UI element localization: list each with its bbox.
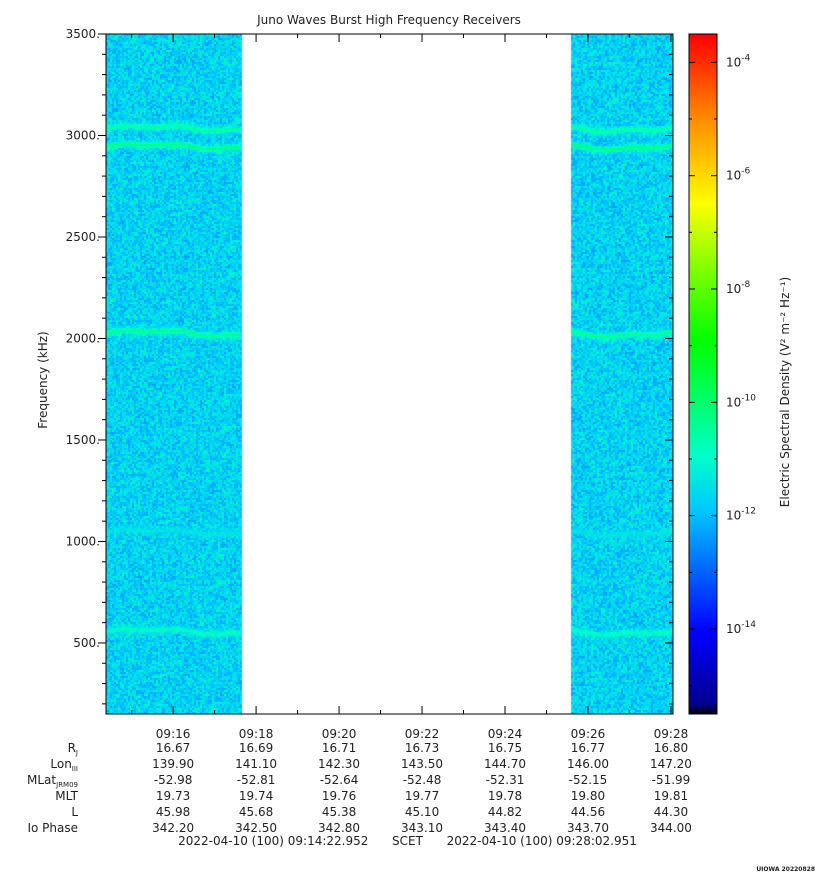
ephemeris-row: MLatJRM09 -52.98 -52.81 -52.64 -52.48 -52.31 -… xyxy=(0,773,815,789)
ephemeris-value: 142.30 xyxy=(318,757,361,771)
y-tick-label: 500. xyxy=(73,636,100,650)
x-tick-label: 09:16 xyxy=(156,727,191,741)
x-tick-label: 09:28 xyxy=(654,727,689,741)
ephemeris-value: 16.73 xyxy=(404,741,440,755)
ephemeris-value: 16.71 xyxy=(321,741,357,755)
ephemeris-value: 19.77 xyxy=(404,789,440,803)
x-tick-label: 09:24 xyxy=(488,727,523,741)
ephemeris-value: 344.00 xyxy=(649,821,692,835)
ephemeris-row-label: LonIII xyxy=(50,757,78,773)
ephemeris-row-label: MLatJRM09 xyxy=(27,773,78,789)
ephemeris-value: 19.78 xyxy=(487,789,523,803)
ephemeris-value: 19.76 xyxy=(321,789,357,803)
colorbar-tick-label: 10-4 xyxy=(726,53,751,69)
ephemeris-value: 19.80 xyxy=(570,789,606,803)
ephemeris-row: Io Phase 342.20 342.50 342.80 343.10 343.40 34… xyxy=(0,821,815,837)
ephemeris-value: -52.81 xyxy=(236,773,276,787)
ephemeris-value: 343.40 xyxy=(484,821,526,835)
x-tick-label: 09:26 xyxy=(571,727,606,741)
ephemeris-value: 45.38 xyxy=(321,805,357,819)
colorbar-label: Electric Spectral Density (V² m⁻² Hz⁻¹) xyxy=(778,277,792,507)
colorbar-tick-label: 10-14 xyxy=(726,620,756,636)
ephemeris-value: -52.15 xyxy=(568,773,608,787)
y-tick-label: 2000. xyxy=(66,331,100,345)
ephemeris-value: 342.20 xyxy=(152,821,195,835)
ephemeris-value: 19.74 xyxy=(238,789,274,803)
ephemeris-value: 44.56 xyxy=(570,805,606,819)
ephemeris-value: -52.31 xyxy=(485,773,525,787)
ephemeris-value: 44.30 xyxy=(653,805,689,819)
generator-stamp: UIOWA 20220828 xyxy=(756,866,815,873)
ephemeris-value: 45.68 xyxy=(238,805,274,819)
ephemeris-row: LonIII 139.90 141.10 142.30 143.50 144.70 146.… xyxy=(0,757,815,773)
ephemeris-value: 141.10 xyxy=(235,757,278,771)
ephemeris-value: 146.00 xyxy=(566,757,609,771)
y-axis-label: Frequency (kHz) xyxy=(36,331,50,428)
ephemeris-value: 16.77 xyxy=(570,741,606,755)
ephemeris-value: 16.75 xyxy=(487,741,523,755)
plot-frame xyxy=(105,33,674,715)
colorbar-frame xyxy=(688,33,718,715)
ephemeris-value: 16.80 xyxy=(653,741,689,755)
colorbar-tick-label: 10-8 xyxy=(726,280,751,296)
chart-svg: Juno Waves Burst High Frequency Receiver… xyxy=(36,13,792,741)
colorbar: 10-4 10-6 10-8 10-10 10-12 10-14 xyxy=(688,33,756,715)
ephemeris-value: 342.80 xyxy=(318,821,361,835)
end-time: 2022-04-10 (100) 09:28:02.951 xyxy=(446,834,637,848)
colorbar-tick-label: 10-12 xyxy=(726,507,756,523)
scet-label: SCET xyxy=(392,834,423,848)
start-time: 2022-04-10 (100) 09:14:22.952 xyxy=(178,834,369,848)
ephemeris-value: 45.10 xyxy=(404,805,440,819)
ephemeris-value: 139.90 xyxy=(152,757,195,771)
y-tick-label: 1500. xyxy=(66,433,100,447)
y-axis: 500. 1000. 1500. 2000. 2500. 3000. 3500. xyxy=(66,27,673,705)
spectrogram-raster xyxy=(106,34,673,714)
ephemeris-value: 19.81 xyxy=(653,789,689,803)
ephemeris-row: RJ 16.67 16.69 16.71 16.73 16.75 16.77 16.80 xyxy=(0,741,815,757)
ephemeris-value: 343.10 xyxy=(401,821,444,835)
y-tick-label: 1000. xyxy=(66,534,100,548)
y-tick-label: 2500. xyxy=(66,230,100,244)
ephemeris-row-label: L xyxy=(71,805,78,819)
ephemeris-value: 44.82 xyxy=(487,805,523,819)
ephemeris-value: 343.70 xyxy=(566,821,609,835)
time-range-footer: 2022-04-10 (100) 09:14:22.952 SCET 2022-… xyxy=(0,834,815,848)
ephemeris-value: 16.67 xyxy=(155,741,191,755)
ephemeris-row-label: MLT xyxy=(55,789,78,803)
ephemeris-value: 16.69 xyxy=(238,741,274,755)
ephemeris-value: 147.20 xyxy=(649,757,692,771)
ephemeris-row: L 45.98 45.68 45.38 45.10 44.82 44.56 44.30 xyxy=(0,805,815,821)
ephemeris-value: 143.50 xyxy=(401,757,444,771)
colorbar-gradient xyxy=(689,34,717,714)
ephemeris-value: -52.48 xyxy=(402,773,442,787)
y-tick-label: 3500. xyxy=(66,27,100,41)
spectrogram xyxy=(106,34,673,714)
colorbar-tick-label: 10-6 xyxy=(726,167,751,183)
x-tick-label: 09:20 xyxy=(322,727,357,741)
ephemeris-value: 144.70 xyxy=(484,757,526,771)
ephemeris-value: 342.50 xyxy=(235,821,278,835)
x-axis: 09:16 09:18 09:20 09:22 09:24 09:26 09:28 xyxy=(131,34,689,741)
ephemeris-value: 19.73 xyxy=(155,789,191,803)
x-tick-label: 09:22 xyxy=(405,727,440,741)
chart-title: Juno Waves Burst High Frequency Receiver… xyxy=(256,13,521,27)
ephemeris-value: -51.99 xyxy=(651,773,691,787)
ephemeris-value: -52.64 xyxy=(319,773,359,787)
ephemeris-row: MLT 19.73 19.74 19.76 19.77 19.78 19.80 19.81 xyxy=(0,789,815,805)
x-tick-label: 09:18 xyxy=(239,727,274,741)
colorbar-tick-label: 10-10 xyxy=(726,393,756,409)
ephemeris-row-label: Io Phase xyxy=(27,821,78,835)
ephemeris-value: -52.98 xyxy=(153,773,193,787)
ephemeris-value: 45.98 xyxy=(155,805,191,819)
ephemeris-row-label: RJ xyxy=(67,741,78,757)
y-tick-label: 3000. xyxy=(66,128,100,142)
